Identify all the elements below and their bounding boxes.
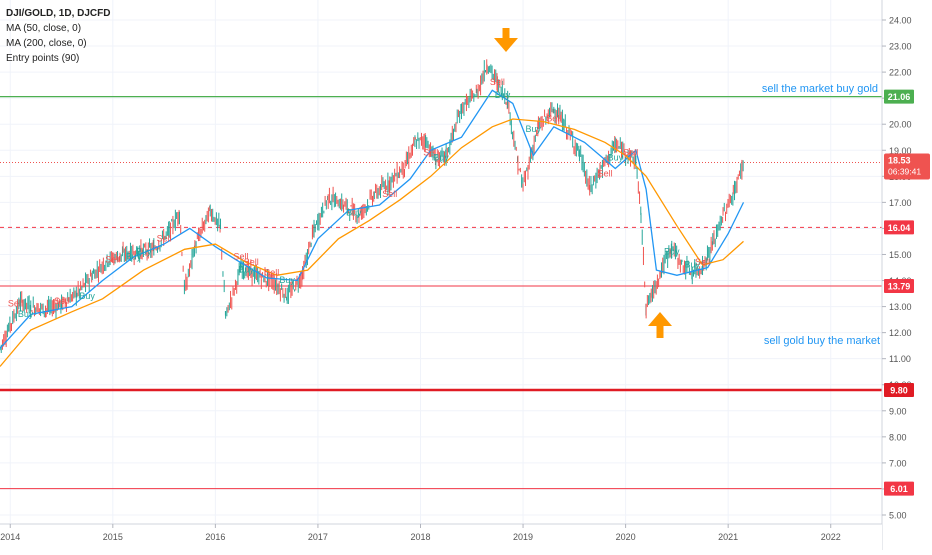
price-tick-label: 13.00 — [889, 302, 912, 312]
time-tick-label: 2017 — [308, 532, 328, 542]
price-tick-label: 17.00 — [889, 198, 912, 208]
price-tick-label: 5.00 — [889, 511, 907, 521]
price-tick-label: 12.00 — [889, 328, 912, 338]
time-tick-label: 2015 — [103, 532, 123, 542]
level-badge-13.79[interactable] — [884, 278, 914, 293]
signal-buy: Buy — [495, 90, 511, 100]
price-tick-label: 20.00 — [889, 120, 912, 130]
time-axis[interactable]: 2014 2015 2016 2017 2018 2019 2020 2021 2022 — [0, 523, 882, 550]
series-line-ma50 — [0, 89, 745, 349]
level-badge-text: 9.80 — [890, 385, 908, 395]
annotations: sell the market buy gold sell gold buy th… — [494, 28, 880, 347]
price-tick-label: 7.00 — [889, 458, 907, 468]
level-badge-text: 6.01 — [890, 484, 908, 494]
signal-sell: Sell — [382, 189, 397, 199]
down-arrow-icon — [494, 28, 518, 52]
time-tick-label: 2014 — [0, 532, 20, 542]
grid — [0, 0, 882, 524]
annotation-top-text: sell the market buy gold — [762, 83, 878, 95]
time-axis-panel — [0, 524, 882, 550]
price-tick-label: 22.00 — [889, 68, 912, 78]
signal-sell: Sell — [490, 77, 505, 87]
series-lines — [0, 59, 745, 367]
level-badge-16.04[interactable] — [884, 220, 914, 235]
signal-sell: Sell — [695, 257, 710, 267]
signal-buy: Buy — [238, 265, 254, 275]
time-tick-label: 2022 — [821, 532, 841, 542]
current-price-value: 18.53 — [888, 156, 911, 166]
price-tick-label: 24.00 — [889, 16, 912, 26]
level-badge-21.06[interactable] — [884, 89, 914, 104]
signal-buy: Buy — [608, 153, 624, 163]
signal-sell: Sell — [234, 252, 249, 262]
legend-ma200[interactable]: MA (200, close, 0) — [6, 38, 87, 49]
price-tick-label: 8.00 — [889, 432, 907, 442]
price-tick-label: 9.00 — [889, 406, 907, 416]
price-tick-label: 11.00 — [889, 354, 911, 364]
horizontal-levels[interactable] — [0, 95, 882, 490]
price-tick-label: 15.00 — [889, 250, 912, 260]
signal-buy: Buy — [433, 153, 449, 163]
level-badge-text: 21.06 — [888, 92, 911, 102]
signal-buy: Buy — [18, 309, 34, 319]
current-price-countdown: 06:39:41 — [888, 167, 921, 177]
time-tick-label: 2019 — [513, 532, 533, 542]
signal-sell: Sell — [423, 147, 438, 157]
signal-sell: Sell — [105, 254, 120, 264]
legend-ma50[interactable]: MA (50, close, 0) — [6, 23, 82, 34]
chart-legend: DJI/GOLD, 1D, DJCFD MA (50, close, 0) MA… — [6, 6, 110, 66]
price-tick-label: 23.00 — [889, 42, 912, 52]
signal-buy: Buy — [279, 275, 295, 285]
arrow-shaft — [502, 28, 510, 40]
level-badge-text: 13.79 — [888, 281, 911, 291]
signal-buy: Buy — [526, 124, 542, 134]
signal-buy: Buy — [126, 252, 142, 262]
signal-sell: Sell — [264, 267, 279, 277]
level-badge-9.80[interactable] — [884, 382, 914, 397]
signal-sell: Sell — [244, 257, 259, 267]
arrow-head — [494, 38, 518, 52]
time-tick-label: 2016 — [205, 532, 225, 542]
signal-sell: Sell — [623, 147, 638, 157]
legend-symbol[interactable]: DJI/GOLD, 1D, DJCFD — [6, 8, 111, 19]
signal-buy: Buy — [346, 207, 362, 217]
level-badge-6.01[interactable] — [884, 481, 914, 496]
arrow-shaft — [656, 325, 664, 338]
time-tick-label: 2021 — [718, 532, 738, 542]
legend-entry-points[interactable]: Entry points (90) — [6, 53, 80, 64]
arrow-head — [648, 312, 672, 326]
signal-buy: Buy — [136, 246, 152, 256]
up-arrow-icon — [648, 312, 672, 338]
level-badge-text: 16.04 — [888, 223, 911, 233]
price-axis[interactable]: 5.006.007.008.009.0010.0011.0012.0013.00… — [881, 0, 932, 550]
annotation-bottom-text: sell gold buy the market — [764, 335, 880, 347]
signal-sell: Sell — [157, 233, 172, 243]
current-price-badge[interactable] — [884, 153, 930, 180]
time-tick-label: 2018 — [410, 532, 430, 542]
signal-sell: Sell — [54, 296, 69, 306]
price-tick-label: 19.00 — [889, 146, 912, 156]
signal-buy: Buy — [664, 246, 680, 256]
signal-sell: Sell — [8, 299, 23, 309]
signal-sell: Sell — [546, 114, 561, 124]
signal-buy: Buy — [685, 260, 701, 270]
signal-buy: Buy — [79, 291, 95, 301]
signal-sell: Sell — [598, 168, 613, 178]
time-tick-label: 2020 — [616, 532, 636, 542]
series-line-ma200 — [0, 118, 744, 367]
